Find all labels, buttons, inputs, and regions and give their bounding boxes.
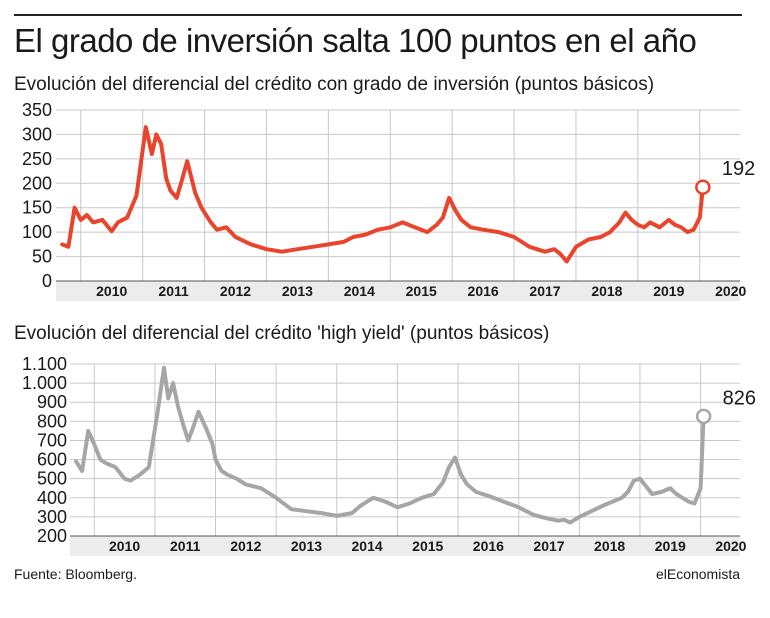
investment-grade-chart: 0 50 100 150 200 250 300 350 2010 2011 2012 2013 201… (22, 100, 755, 301)
chart-2-title: Evolución del diferencial del crédito 'h… (14, 323, 550, 344)
y-tick-label: 250 (22, 149, 52, 169)
end-point-marker (695, 408, 712, 425)
x-tick-label: 2013 (291, 538, 322, 554)
x-tick-label: 2017 (533, 538, 564, 554)
x-tick-label: 2018 (594, 538, 625, 554)
x-tick-label: 2012 (230, 538, 261, 554)
y-tick-label: 150 (22, 198, 52, 218)
x-tick-label: 2019 (655, 538, 686, 554)
series-line (74, 365, 706, 525)
y-tick-label: 300 (37, 507, 67, 527)
y-tick-label: 600 (37, 450, 67, 470)
y-tick-label: 500 (37, 469, 67, 489)
y-tick-label: 200 (37, 526, 67, 546)
x-tick-label: 2014 (344, 283, 375, 299)
y-tick-label: 900 (37, 392, 67, 412)
x-tick-label: 2017 (529, 283, 560, 299)
x-axis-band (70, 536, 740, 556)
x-axis-band (56, 281, 740, 301)
x-tick-label: 2013 (282, 283, 313, 299)
chart-1-title: Evolución del diferencial del crédito co… (14, 74, 655, 95)
x-tick-label: 2011 (158, 283, 189, 299)
x-tick-label: 2010 (109, 538, 140, 554)
y-tick-label: 350 (22, 100, 52, 120)
y-tick-label: 800 (37, 411, 67, 431)
x-tick-label: 2019 (653, 283, 684, 299)
title-rule (14, 14, 742, 16)
x-tick-label: 2012 (220, 283, 251, 299)
x-tick-label: 2020 (715, 538, 746, 554)
x-tick-label: 2016 (468, 283, 499, 299)
y-tick-label: 400 (37, 488, 67, 508)
x-tick-label: 2015 (412, 538, 443, 554)
source-note: Fuente: Bloomberg. (14, 566, 137, 582)
y-tick-label: 1.000 (22, 373, 67, 393)
y-tick-label: 0 (42, 271, 52, 291)
x-tick-label: 2010 (96, 283, 127, 299)
series-line (60, 125, 705, 264)
x-tick-label: 2020 (715, 283, 746, 299)
brand-label: elEconomista (655, 566, 740, 582)
x-tick-label: 2011 (170, 538, 201, 554)
x-tick-label: 2015 (406, 283, 437, 299)
y-tick-label: 300 (22, 124, 52, 144)
y-tick-label: 100 (22, 222, 52, 242)
x-tick-label: 2014 (352, 538, 383, 554)
y-tick-label: 1.100 (22, 354, 67, 374)
end-value-label: 826 (723, 387, 756, 409)
y-tick-label: 50 (32, 247, 52, 267)
x-tick-label: 2016 (473, 538, 504, 554)
y-tick-label: 700 (37, 430, 67, 450)
end-value-label: 192 (722, 158, 755, 180)
page-title: El grado de inversión salta 100 puntos e… (14, 22, 697, 59)
y-tick-label: 200 (22, 173, 52, 193)
x-tick-label: 2018 (591, 283, 622, 299)
end-point-marker (695, 179, 711, 195)
